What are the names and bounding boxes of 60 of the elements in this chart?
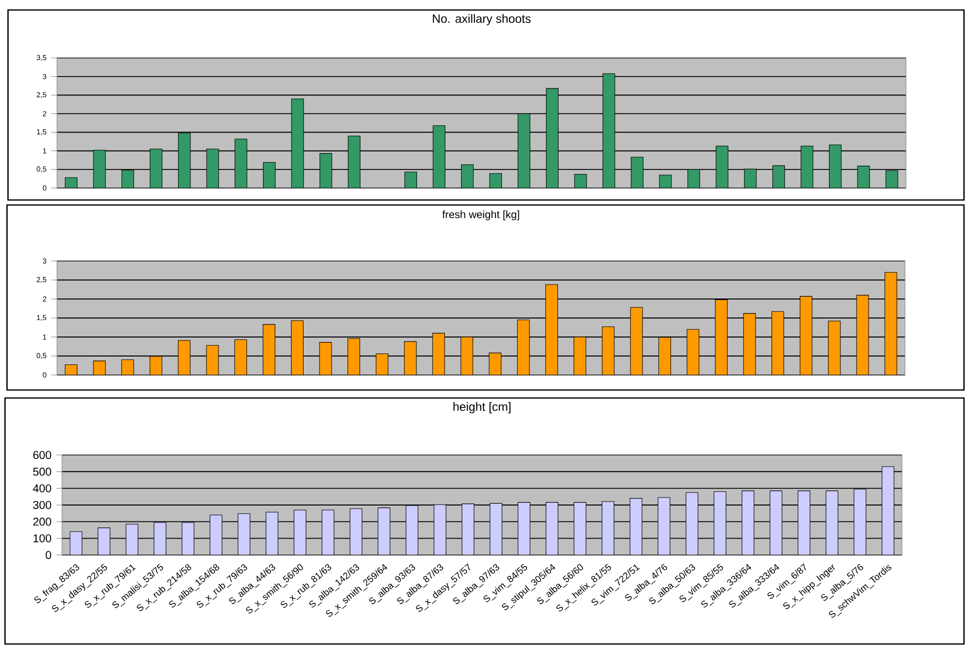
bar xyxy=(266,512,278,555)
y-tick-label: 400 xyxy=(32,484,52,492)
bar xyxy=(291,98,304,188)
bar xyxy=(574,502,586,555)
y-tick-label: 600 xyxy=(33,450,52,459)
bar xyxy=(772,165,785,188)
bar xyxy=(742,490,754,555)
bar xyxy=(93,150,106,188)
bar xyxy=(518,502,530,555)
chart-title: fresh weight [kg] xyxy=(442,210,520,220)
bar xyxy=(602,501,614,555)
y-tick-label: 0 xyxy=(46,550,52,559)
bar xyxy=(546,88,559,188)
bar xyxy=(882,466,894,555)
bar xyxy=(178,132,191,188)
chart-title: No. axillary shoots xyxy=(432,14,531,26)
bar xyxy=(886,170,898,188)
bar xyxy=(404,172,418,188)
bar xyxy=(461,164,474,188)
y-tick-label: 200 xyxy=(33,518,52,526)
bar xyxy=(658,497,670,555)
bar xyxy=(294,510,306,555)
bar xyxy=(234,138,248,188)
bar xyxy=(121,170,134,188)
bar xyxy=(716,146,728,188)
bar xyxy=(687,169,700,188)
bar xyxy=(854,488,866,555)
bar xyxy=(93,360,106,375)
bar xyxy=(434,504,446,555)
bar xyxy=(348,136,360,188)
bar xyxy=(121,360,134,375)
bar xyxy=(262,162,276,188)
bar xyxy=(432,125,446,188)
y-tick-label: 300 xyxy=(33,500,52,509)
bar xyxy=(406,505,418,555)
bar xyxy=(826,490,838,555)
bar xyxy=(798,490,810,555)
bar xyxy=(320,153,332,188)
bar xyxy=(206,148,219,188)
bar xyxy=(350,508,362,555)
bar xyxy=(800,146,814,188)
bar xyxy=(714,491,726,555)
bar xyxy=(630,156,644,188)
bar xyxy=(602,73,616,188)
bar xyxy=(64,364,78,375)
bar xyxy=(630,498,642,555)
bar xyxy=(518,113,530,188)
bar xyxy=(322,510,334,555)
bar xyxy=(770,490,782,555)
bar xyxy=(828,144,842,188)
y-tick-label: 100 xyxy=(34,534,52,542)
bar xyxy=(378,508,390,555)
chart-title: height [cm] xyxy=(453,402,510,414)
bar xyxy=(546,502,558,555)
bar xyxy=(238,513,250,555)
bar xyxy=(686,492,698,555)
bar xyxy=(462,504,474,555)
y-tick-label: 500 xyxy=(33,468,52,476)
bar xyxy=(744,168,757,188)
bar xyxy=(490,503,502,555)
